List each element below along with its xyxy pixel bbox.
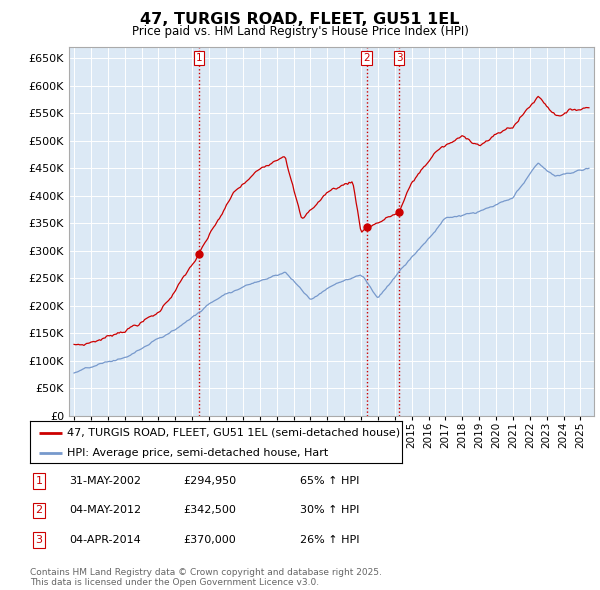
Text: 26% ↑ HPI: 26% ↑ HPI: [300, 535, 359, 545]
Text: 31-MAY-2002: 31-MAY-2002: [69, 476, 141, 486]
Text: 47, TURGIS ROAD, FLEET, GU51 1EL (semi-detached house): 47, TURGIS ROAD, FLEET, GU51 1EL (semi-d…: [67, 428, 400, 438]
Text: HPI: Average price, semi-detached house, Hart: HPI: Average price, semi-detached house,…: [67, 448, 328, 457]
Text: £370,000: £370,000: [183, 535, 236, 545]
Text: 3: 3: [396, 53, 403, 63]
Text: 1: 1: [35, 476, 43, 486]
Text: 47, TURGIS ROAD, FLEET, GU51 1EL: 47, TURGIS ROAD, FLEET, GU51 1EL: [140, 12, 460, 27]
Text: £342,500: £342,500: [183, 506, 236, 515]
Text: Contains HM Land Registry data © Crown copyright and database right 2025.
This d: Contains HM Land Registry data © Crown c…: [30, 568, 382, 587]
Text: 65% ↑ HPI: 65% ↑ HPI: [300, 476, 359, 486]
Text: 2: 2: [35, 506, 43, 515]
Text: 30% ↑ HPI: 30% ↑ HPI: [300, 506, 359, 515]
Text: 2: 2: [364, 53, 370, 63]
Text: Price paid vs. HM Land Registry's House Price Index (HPI): Price paid vs. HM Land Registry's House …: [131, 25, 469, 38]
Text: £294,950: £294,950: [183, 476, 236, 486]
Text: 1: 1: [196, 53, 202, 63]
Text: 04-APR-2014: 04-APR-2014: [69, 535, 141, 545]
Text: 04-MAY-2012: 04-MAY-2012: [69, 506, 141, 515]
Text: 3: 3: [35, 535, 43, 545]
